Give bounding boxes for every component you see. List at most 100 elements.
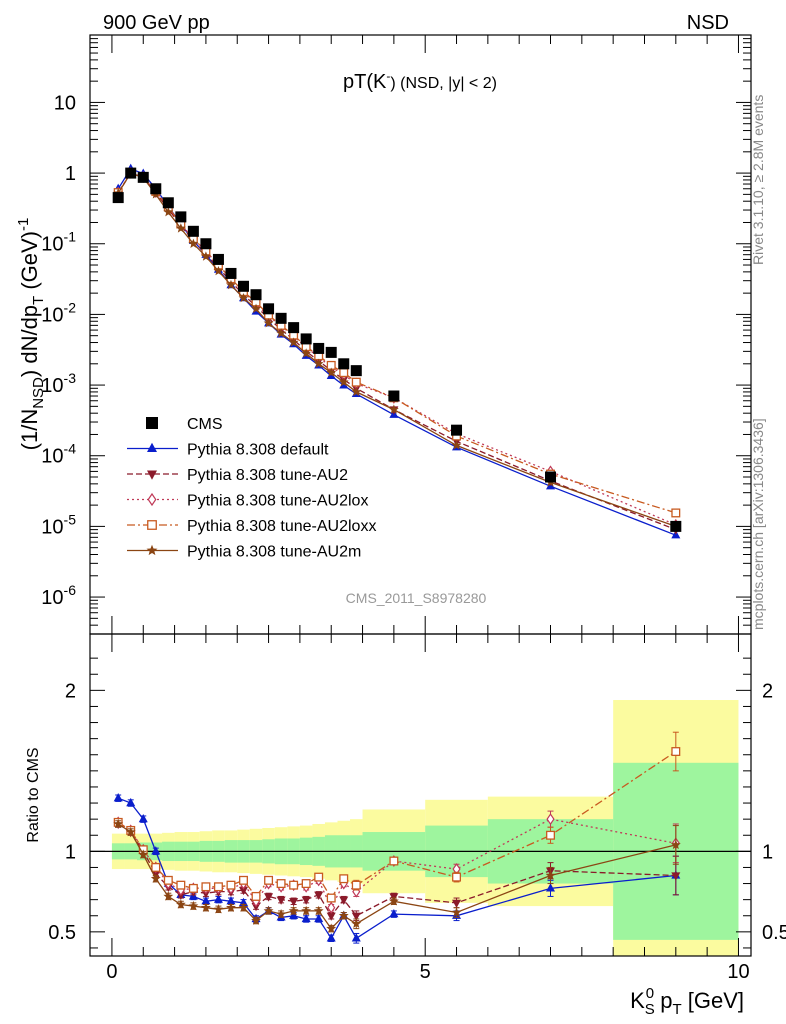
data-point-main: [301, 348, 312, 358]
data-point-main: [670, 520, 682, 532]
data-point-ratio: [175, 899, 186, 909]
data-point-main: [300, 333, 312, 345]
series-line-main: [117, 172, 676, 514]
data-point-main: [326, 367, 337, 377]
data-point-ratio: [113, 793, 123, 802]
data-point-ratio: [351, 880, 361, 890]
data-point-main: [163, 206, 174, 217]
data-point-ratio: [188, 900, 199, 911]
y-tick-label: 10: [54, 92, 76, 114]
data-point-ratio: [545, 870, 556, 880]
y-tick-label: 10-3: [41, 370, 76, 397]
data-point-ratio: [251, 891, 261, 901]
data-point-main: [263, 318, 274, 328]
data-point-main: [451, 424, 463, 436]
data-point-ratio: [201, 882, 211, 892]
legend-label: Pythia 8.308 tune-AU2m: [187, 544, 361, 561]
data-point-ratio: [451, 907, 462, 917]
data-point-ratio: [452, 872, 462, 882]
data-point-main: [200, 251, 211, 261]
y-tick-label: 10-2: [41, 299, 76, 326]
main-panel: 10-6 10-5 10-4 10-3 10-2 10-1 1 10 (1/NNSD) dN/d…: [15, 34, 752, 635]
ratio-y-tick-label-right: 1: [762, 841, 773, 863]
data-point-ratio: [301, 879, 311, 889]
y-tick-label: 1: [65, 163, 76, 185]
data-point-ratio: [314, 891, 324, 900]
data-point-ratio: [670, 839, 681, 850]
data-point-main: [325, 346, 337, 358]
data-point-main: [187, 225, 199, 237]
data-point-main: [351, 386, 362, 397]
legend-label: Pythia 8.308 tune-AU2: [187, 467, 348, 484]
x-axis-label: KS0 pT [GeV]: [630, 985, 744, 1018]
mcplots-label: mcplots.cern.ch [arXiv:1306.3436]: [750, 418, 766, 630]
ratio-frame: [89, 633, 752, 957]
data-point-ratio: [226, 902, 236, 912]
data-point-ratio: [126, 797, 136, 807]
data-point-ratio: [213, 894, 223, 903]
legend-marker: [146, 544, 158, 556]
data-point-ratio: [289, 898, 299, 907]
data-point-ratio: [314, 913, 324, 923]
data-point-ratio: [289, 880, 299, 890]
data-point-ratio: [546, 883, 556, 892]
data-point-ratio: [276, 879, 286, 889]
x-tick-label: 10: [727, 961, 749, 983]
legend-marker: [147, 492, 157, 507]
data-point-main: [275, 312, 287, 324]
data-point-ratio: [276, 896, 286, 905]
data-point-ratio: [239, 897, 249, 907]
data-point-ratio: [251, 915, 261, 925]
y-tick-label: 10-5: [41, 511, 76, 538]
data-point-main: [338, 376, 349, 387]
data-point-ratio: [452, 899, 462, 909]
data-point-main: [671, 508, 681, 518]
data-point-main: [288, 322, 300, 334]
data-point-ratio: [326, 923, 337, 933]
header-left: 900 GeV pp: [103, 12, 210, 34]
legend-marker: [146, 417, 158, 429]
x-tick-label: 5: [420, 961, 431, 983]
data-point-ratio: [188, 883, 198, 893]
data-point-main: [238, 280, 250, 292]
y-tick-label: 10-6: [41, 582, 76, 609]
data-point-ratio: [226, 880, 236, 890]
header-right: NSD: [687, 12, 729, 34]
x-tick-label: 0: [106, 961, 117, 983]
ratio-y-tick-label-left: 2: [65, 680, 76, 702]
ratio-y-axis-label: Ratio to CMS: [25, 747, 42, 842]
data-point-main: [338, 358, 350, 370]
data-point-main: [175, 223, 186, 233]
ratio-panel: 0.5 0.5 1 1 2 2 0 5 10 Ratio to CMS KS0 pT [GeV]: [25, 633, 786, 1018]
y-tick-label: 10-4: [41, 441, 76, 468]
data-point-main: [350, 365, 362, 377]
data-point-main: [250, 289, 262, 301]
plot-title: pT(K-) (NSD, |y| < 2): [343, 69, 497, 93]
rivet-label: Rivet 3.1.10, ≥ 2.8M events: [750, 95, 766, 265]
data-point-main: [150, 183, 162, 195]
data-point-main: [339, 368, 349, 378]
data-point-main: [213, 265, 224, 276]
data-point-main: [313, 342, 325, 354]
data-point-ratio: [326, 933, 336, 942]
data-point-ratio: [301, 905, 312, 916]
data-point-main: [545, 471, 557, 483]
analysis-watermark: CMS_2011_S8978280: [346, 590, 487, 606]
data-point-ratio: [213, 882, 223, 892]
y-axis-label: (1/NNSD) dN/dpT (GeV)-1: [15, 218, 47, 451]
data-point-main: [200, 238, 212, 250]
data-point-ratio: [389, 856, 399, 866]
data-point-ratio: [238, 902, 249, 912]
data-point-ratio: [276, 908, 287, 919]
data-point-ratio: [671, 872, 681, 881]
ratio-y-tick-label-left: 0.5: [48, 922, 76, 944]
data-point-ratio: [338, 910, 349, 920]
data-point-ratio: [351, 933, 361, 942]
data-point-ratio: [339, 874, 349, 884]
data-point-ratio: [389, 908, 399, 918]
data-point-ratio: [339, 896, 349, 905]
data-point-main: [388, 390, 400, 402]
data-point-ratio: [163, 875, 173, 885]
data-point-ratio: [263, 905, 274, 916]
